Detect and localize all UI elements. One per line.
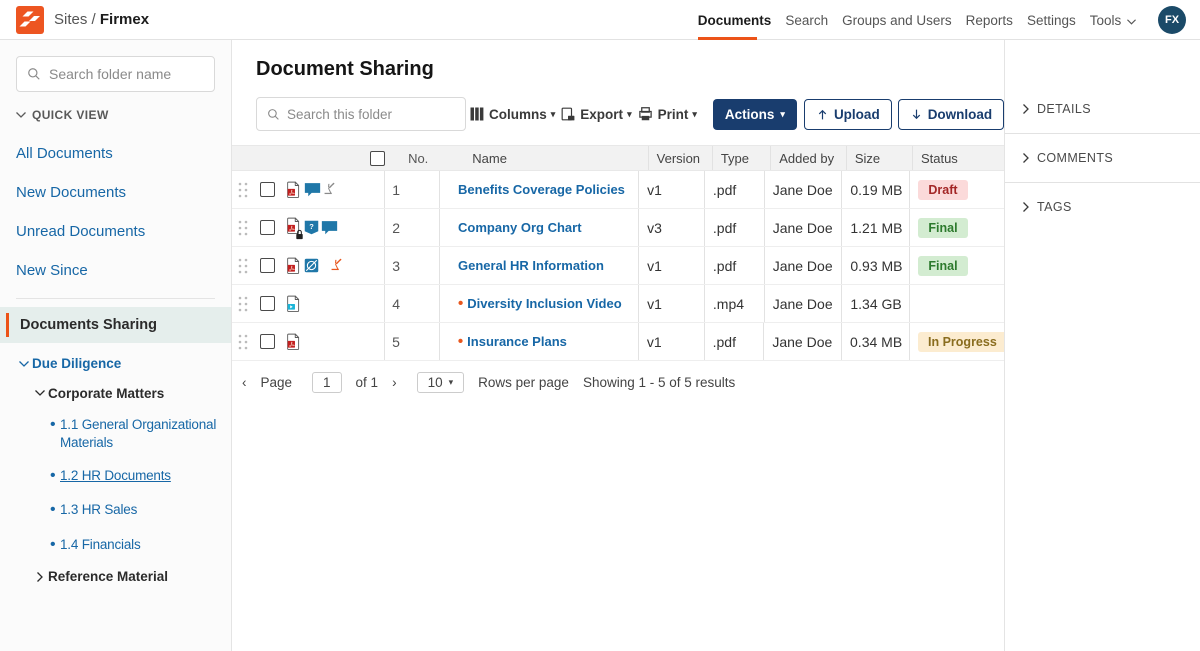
svg-text:?: ? bbox=[309, 222, 314, 231]
